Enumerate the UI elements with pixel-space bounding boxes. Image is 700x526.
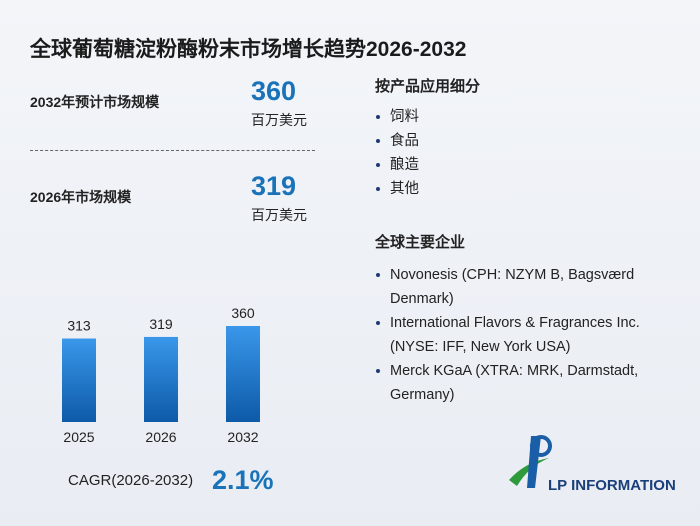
logo-icon	[509, 435, 552, 488]
list-item: 其他	[375, 177, 419, 201]
segments-title: 按产品应用细分	[375, 78, 481, 95]
value-label: 360	[231, 305, 255, 321]
bar	[226, 326, 260, 422]
value-label: 319	[149, 316, 173, 332]
x-tick-label: 2026	[145, 429, 176, 445]
companies-list: Novonesis (CPH: NZYM B, Bagsværd Denmark…	[375, 263, 675, 407]
stat-unit: 百万美元	[251, 207, 307, 223]
logo-text: LP INFORMATION	[548, 477, 676, 494]
stat-label: 2032年预计市场规模	[30, 94, 160, 110]
list-item: 食品	[375, 129, 419, 153]
stat-label: 2026年市场规模	[30, 189, 132, 205]
segments-list: 饲料 食品 酿造 其他	[375, 105, 419, 201]
list-item: 饲料	[375, 105, 419, 129]
bar-chart: 313 2025 319 2026 360 2032	[62, 305, 260, 445]
list-item: 酿造	[375, 153, 419, 177]
x-tick-label: 2025	[63, 429, 94, 445]
value-label: 313	[67, 318, 91, 334]
stat-unit: 百万美元	[251, 112, 307, 128]
divider	[30, 150, 315, 151]
stat-value: 319	[251, 171, 297, 201]
bar	[144, 336, 178, 422]
companies-title: 全球主要企业	[375, 234, 466, 251]
cagr-value: 2.1%	[212, 465, 274, 495]
cagr-label: CAGR(2026-2032)	[68, 472, 194, 489]
x-tick-label: 2032	[227, 429, 258, 445]
list-item: International Flavors & Fragrances Inc. …	[375, 311, 675, 359]
list-item: Novonesis (CPH: NZYM B, Bagsværd Denmark…	[375, 263, 675, 311]
list-item: Merck KGaA (XTRA: MRK, Darmstadt, German…	[375, 359, 675, 407]
bar	[62, 338, 96, 422]
title: 全球葡萄糖淀粉酶粉末市场增长趋势2026-2032	[30, 38, 467, 61]
stat-value: 360	[251, 76, 297, 106]
